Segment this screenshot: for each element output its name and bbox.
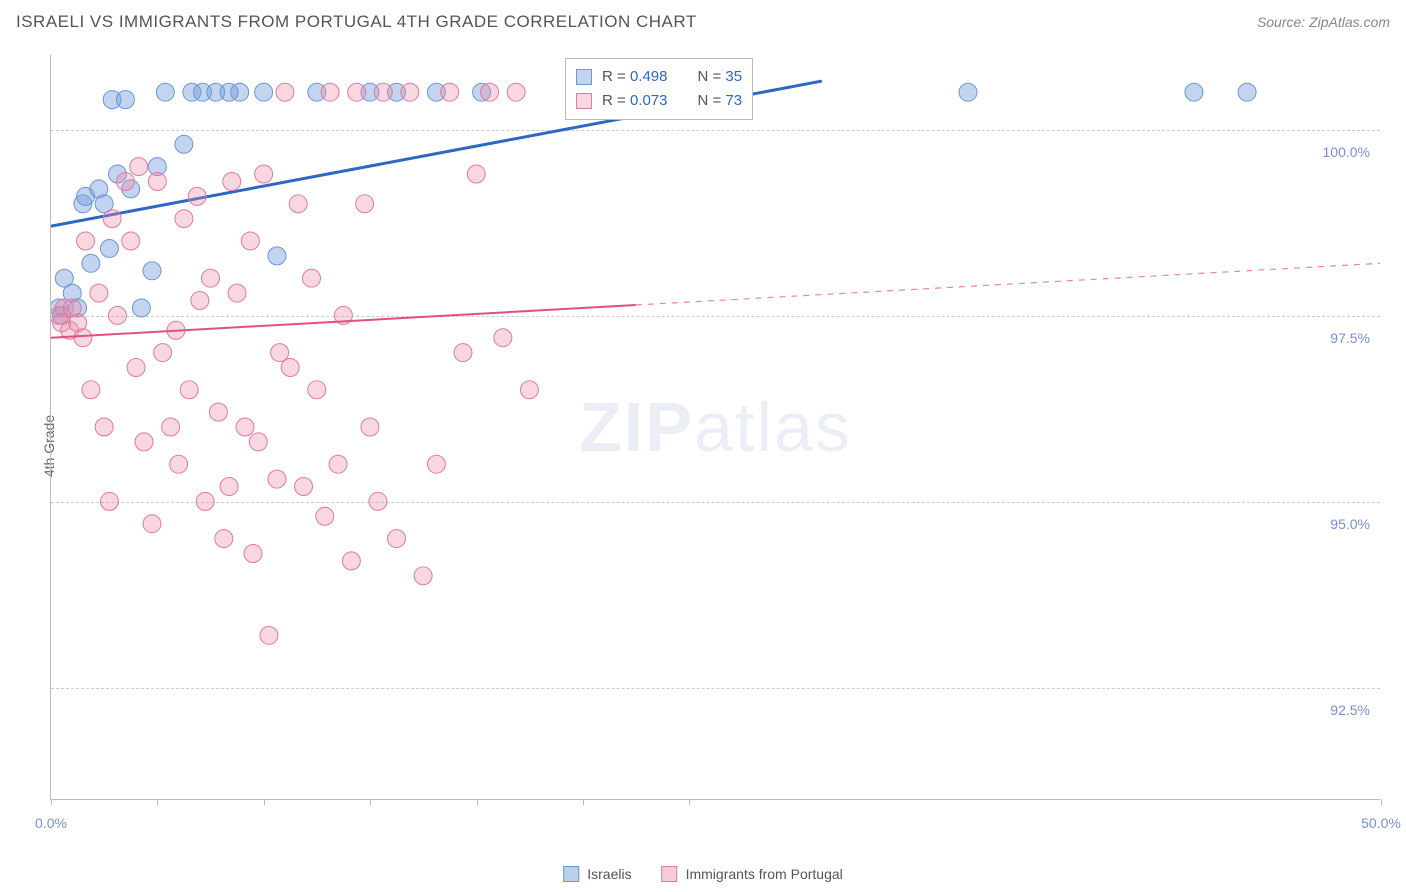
x-tick [689,799,690,805]
x-tick [370,799,371,805]
stats-row: R = 0.073 N = 73 [576,89,742,113]
x-tick [477,799,478,805]
bottom-legend: Israelis Immigrants from Portugal [563,866,843,882]
legend-label: Immigrants from Portugal [686,866,843,882]
x-tick [264,799,265,805]
x-tick [583,799,584,805]
legend-item: Israelis [563,866,631,882]
stat-r: R = 0.498 [602,65,667,89]
title-bar: ISRAELI VS IMMIGRANTS FROM PORTUGAL 4TH … [16,12,1390,32]
stat-r: R = 0.073 [602,89,667,113]
chart-title: ISRAELI VS IMMIGRANTS FROM PORTUGAL 4TH … [16,12,697,32]
x-tick [1381,799,1382,805]
x-tick [51,799,52,805]
legend-label: Israelis [587,866,631,882]
legend-swatch [576,93,592,109]
chart-svg [51,55,1380,799]
legend-swatch [563,866,579,882]
stats-legend-box: R = 0.498 N = 35 R = 0.073 N = 73 [565,58,753,120]
stat-n: N = 35 [697,65,742,89]
x-tick-label: 0.0% [35,815,67,831]
stats-row: R = 0.498 N = 35 [576,65,742,89]
stat-n: N = 73 [697,89,742,113]
legend-swatch [662,866,678,882]
source-label: Source: ZipAtlas.com [1257,14,1390,30]
x-tick [157,799,158,805]
chart-container: ISRAELI VS IMMIGRANTS FROM PORTUGAL 4TH … [0,0,1406,892]
legend-swatch [576,69,592,85]
legend-item: Immigrants from Portugal [662,866,843,882]
plot-area: ZIPatlas 92.5%95.0%97.5%100.0%0.0%50.0% [50,55,1380,800]
x-tick-label: 50.0% [1361,815,1401,831]
